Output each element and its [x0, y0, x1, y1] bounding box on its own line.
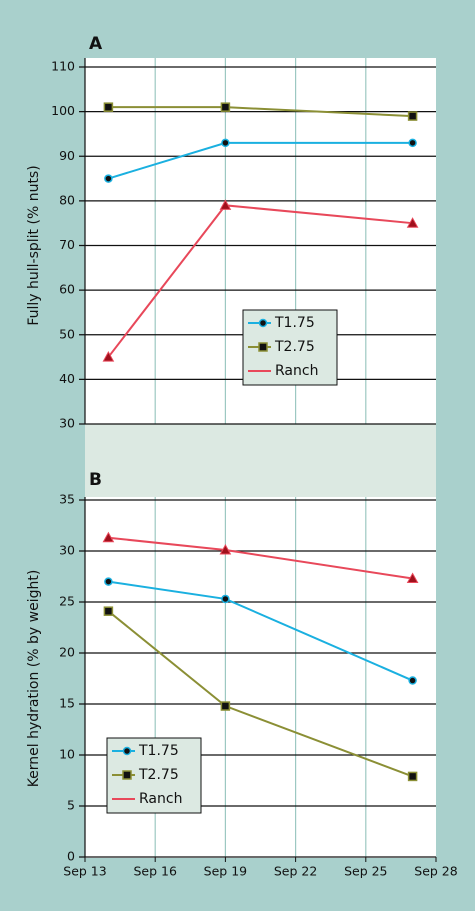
y-tick-label: 70 [59, 237, 75, 252]
y-tick-label: 90 [59, 148, 75, 163]
y-tick-label: 80 [59, 192, 75, 207]
point [103, 606, 114, 616]
point [102, 351, 115, 362]
y-tick-label: 60 [59, 282, 75, 297]
point [407, 771, 418, 782]
y-tick-label: 40 [59, 371, 75, 386]
legend-marker [258, 318, 268, 328]
y-tick-label: 5 [67, 798, 75, 813]
y-tick-label: 10 [59, 747, 75, 762]
point [104, 174, 113, 183]
y-axis-title: Kernel hydration (% by weight) [26, 570, 42, 788]
point [103, 102, 114, 112]
legend-label: Ranch [139, 791, 182, 807]
y-tick-label: 20 [59, 645, 75, 660]
point [104, 577, 113, 586]
legend-marker [258, 342, 268, 352]
y-axis-title: Fully hull-split (% nuts) [26, 165, 42, 325]
point [219, 199, 232, 210]
point [406, 572, 419, 584]
y-tick-label: 0 [67, 849, 75, 864]
point [102, 531, 115, 543]
panel-gap [85, 424, 436, 497]
panel-title: A [89, 34, 103, 54]
y-tick-label: 30 [59, 416, 75, 431]
x-tick-label: Sep 16 [133, 864, 176, 879]
point [220, 701, 231, 711]
point [406, 217, 419, 228]
legend-label: Ranch [275, 363, 318, 379]
point [407, 111, 418, 121]
legend-label: T2.75 [274, 339, 315, 355]
legend-label: T2.75 [138, 767, 179, 783]
x-tick-label: Sep 19 [204, 864, 247, 879]
legend-label: T1.75 [274, 315, 315, 331]
legend-marker [122, 746, 132, 756]
y-tick-label: 35 [59, 492, 75, 507]
x-tick-label: Sep 25 [344, 864, 387, 879]
point [221, 138, 230, 148]
point [219, 543, 232, 555]
y-tick-label: 15 [59, 696, 75, 711]
y-tick-label: 50 [59, 326, 75, 341]
legend-label: T1.75 [138, 743, 179, 759]
point [220, 102, 231, 112]
panel-title: B [89, 470, 102, 490]
y-tick-label: 100 [51, 103, 75, 118]
y-tick-label: 25 [59, 594, 75, 609]
x-tick-label: Sep 13 [63, 864, 106, 879]
point [408, 676, 417, 685]
y-tick-label: 30 [59, 543, 75, 558]
legend-marker [122, 770, 132, 780]
x-tick-label: Sep 28 [414, 864, 457, 879]
x-tick-label: Sep 22 [274, 864, 317, 879]
y-tick-label: 110 [51, 59, 75, 74]
point [221, 594, 230, 604]
point [408, 138, 417, 148]
